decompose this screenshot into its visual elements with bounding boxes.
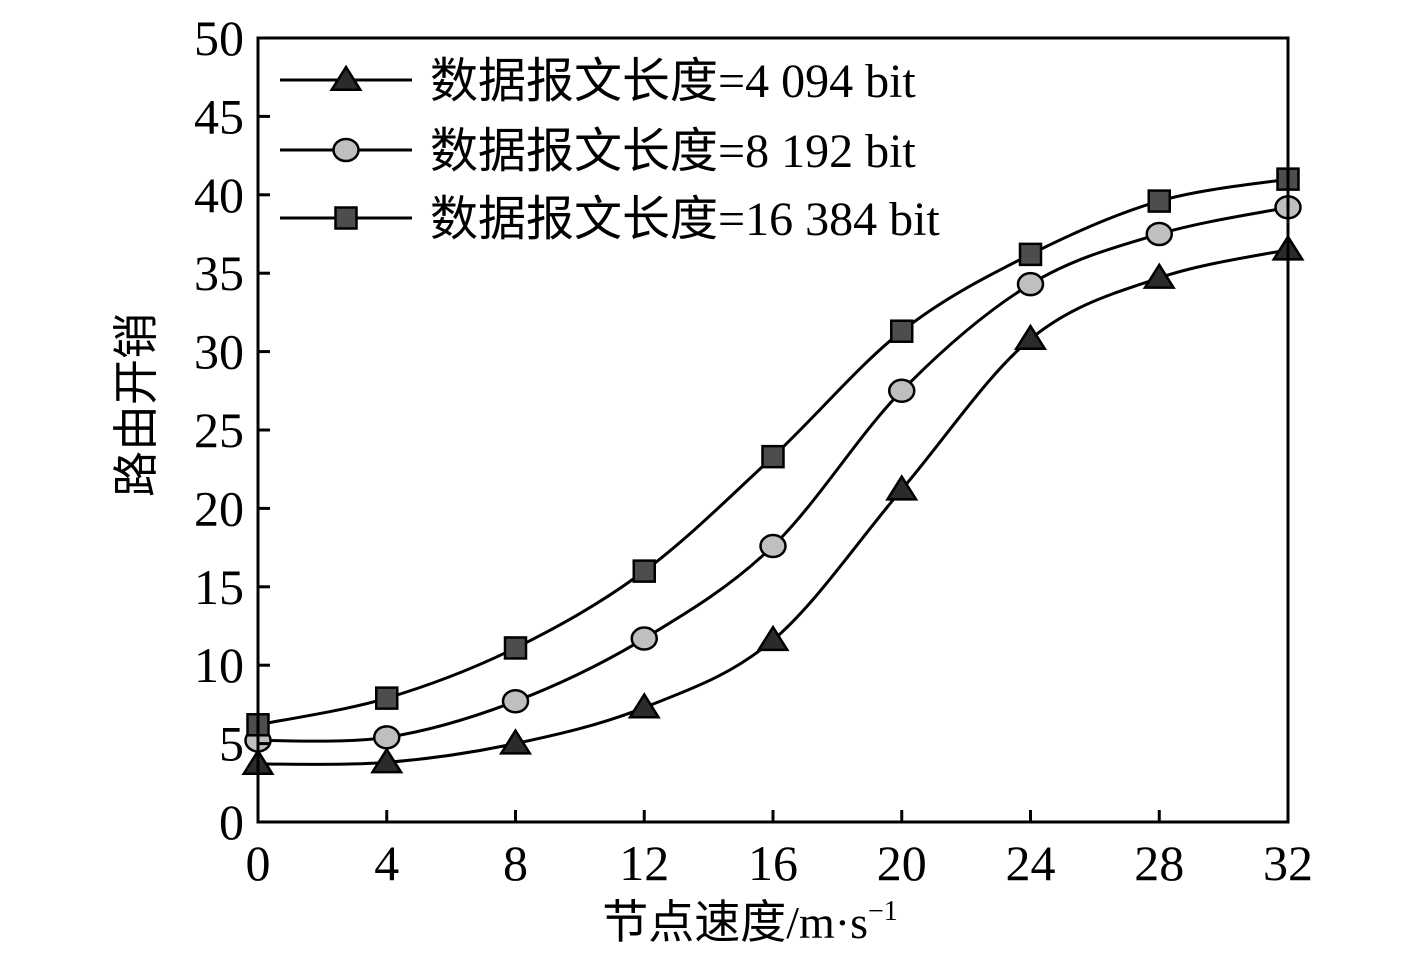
x-axis-title: 节点速度/m·s−1 [602,896,898,948]
legend-marker-2 [332,137,360,163]
data-point-s1-8 [498,728,533,755]
legend-label-1: 数据报文长度=4 094 bit [430,55,916,108]
data-point-s1-20 [885,474,919,501]
data-point-s3-20 [890,319,914,343]
data-point-s3-12 [632,559,656,583]
data-point-s3-28 [1147,189,1171,213]
data-point-s2-28 [1145,221,1173,247]
y-tick-label-0: 0 [219,794,244,850]
data-point-s1-12 [627,692,661,719]
y-tick-label-45: 45 [194,88,244,144]
plot-frame [256,36,1290,824]
x-tick-label-4: 4 [374,835,399,891]
y-tick-label-50: 50 [194,10,244,66]
x-tick-label-16: 16 [748,835,798,891]
series-lines [257,177,1289,766]
y-axis-title: 路由开销 [111,313,162,497]
data-point-s3-16 [761,444,785,469]
legend-label-2: 数据报文长度=8 192 bit [430,125,916,178]
x-tick-label-32: 32 [1263,835,1313,891]
y-tick-label-10: 10 [194,637,244,693]
legend: 数据报文长度=4 094 bit 数据报文长度=8 192 bit 数据报文长度=1… [280,55,940,246]
data-point-s2-12 [630,626,658,651]
x-tick-label-24: 24 [1006,835,1056,891]
data-point-s2-4 [373,725,401,750]
series-markers [241,167,1305,775]
data-point-s1-28 [1142,262,1176,289]
data-point-s1-4 [370,747,404,774]
x-axis-title-main: 节点速度/m·s [602,897,868,948]
x-axis-title-superscript: −1 [868,896,898,927]
legend-marker-1 [329,64,363,91]
axis-tick-labels: 0 5 10 15 20 25 30 35 40 45 50 0 4 8 12 16 20 24 28 32 [194,10,1313,891]
x-tick-label-8: 8 [503,835,528,891]
legend-marker-3 [334,206,358,230]
y-tick-label-30: 30 [194,324,244,380]
legend-label-3: 数据报文长度=16 384 bit [430,193,940,246]
data-point-s1-24 [1013,323,1048,351]
x-tick-label-12: 12 [619,835,669,891]
y-tick-label-20: 20 [194,480,244,536]
data-point-s2-16 [759,533,787,559]
x-tick-label-0: 0 [246,835,271,891]
data-point-s1-16 [756,624,790,652]
y-tick-label-5: 5 [219,716,244,772]
series-line-1 [257,248,1289,766]
y-tick-label-35: 35 [194,245,244,301]
y-tick-label-40: 40 [194,167,244,223]
data-point-s3-8 [503,636,528,660]
data-point-s3-4 [375,686,399,710]
y-tick-label-25: 25 [194,402,244,458]
x-tick-label-20: 20 [877,835,927,891]
data-point-s3-24 [1018,242,1043,267]
data-point-s2-8 [501,689,530,714]
data-point-s2-20 [888,378,916,404]
x-tick-label-28: 28 [1134,835,1184,891]
data-point-s2-24 [1016,271,1045,297]
y-tick-label-15: 15 [194,559,244,615]
